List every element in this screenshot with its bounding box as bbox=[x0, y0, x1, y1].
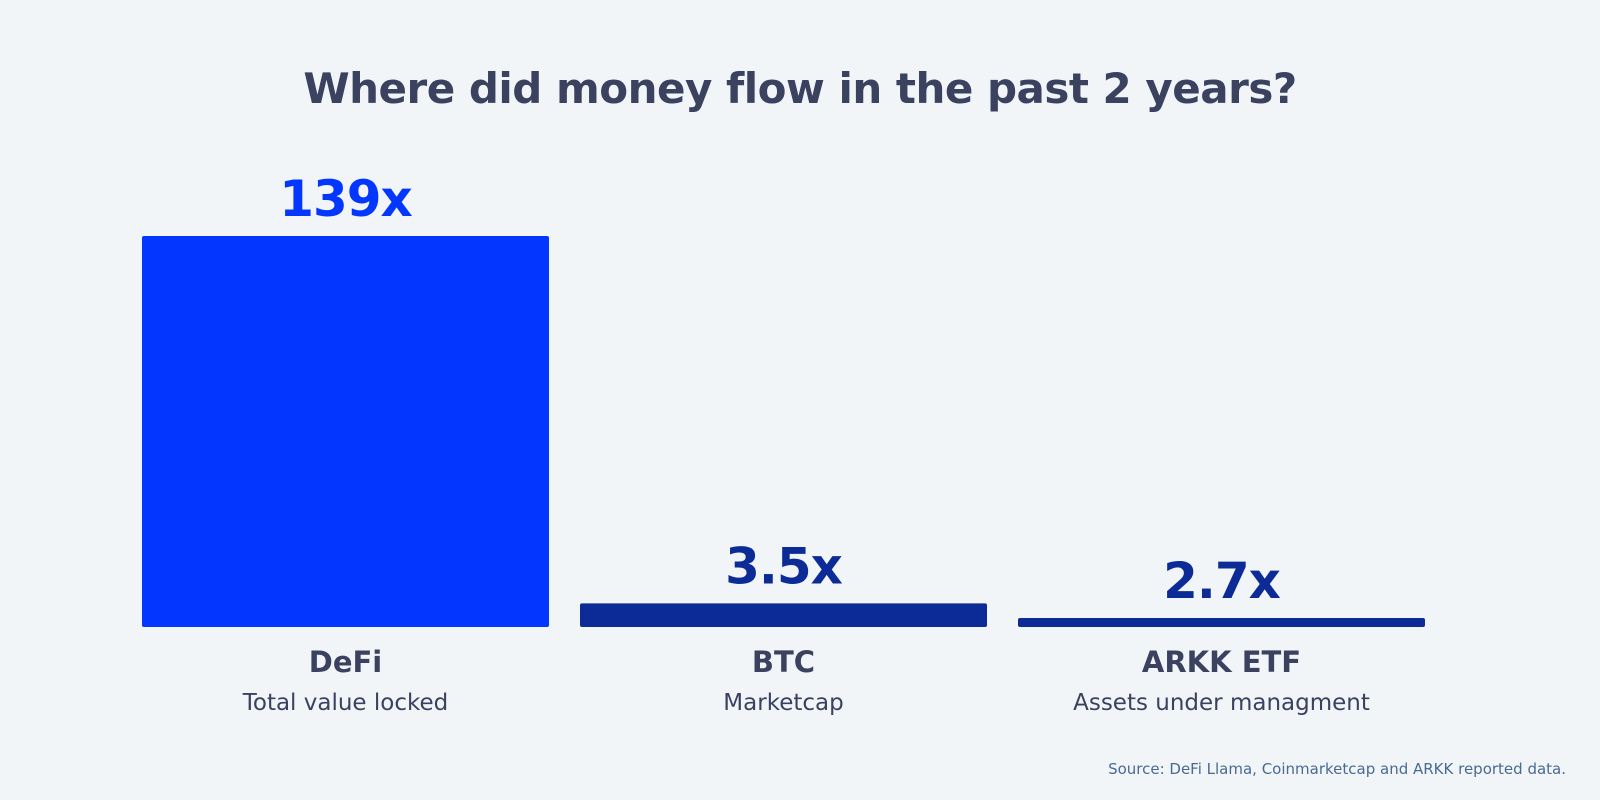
category-label: ARKK ETF bbox=[1142, 645, 1301, 679]
bar-defi bbox=[142, 236, 549, 627]
category-sublabel: Marketcap bbox=[723, 690, 843, 716]
bar-btc bbox=[580, 603, 987, 627]
category-sublabel: Total value locked bbox=[242, 690, 449, 716]
chart-title: Where did money flow in the past 2 years… bbox=[303, 64, 1297, 113]
category-label: BTC bbox=[752, 645, 815, 679]
bar-arkk-etf bbox=[1018, 618, 1425, 627]
category-label: DeFi bbox=[309, 645, 383, 679]
category-sublabel: Assets under managment bbox=[1073, 690, 1370, 716]
source-note: Source: DeFi Llama, Coinmarketcap and AR… bbox=[1108, 760, 1566, 778]
value-label: 139x bbox=[279, 170, 412, 228]
value-label: 2.7x bbox=[1163, 552, 1281, 610]
value-label: 3.5x bbox=[725, 537, 843, 595]
